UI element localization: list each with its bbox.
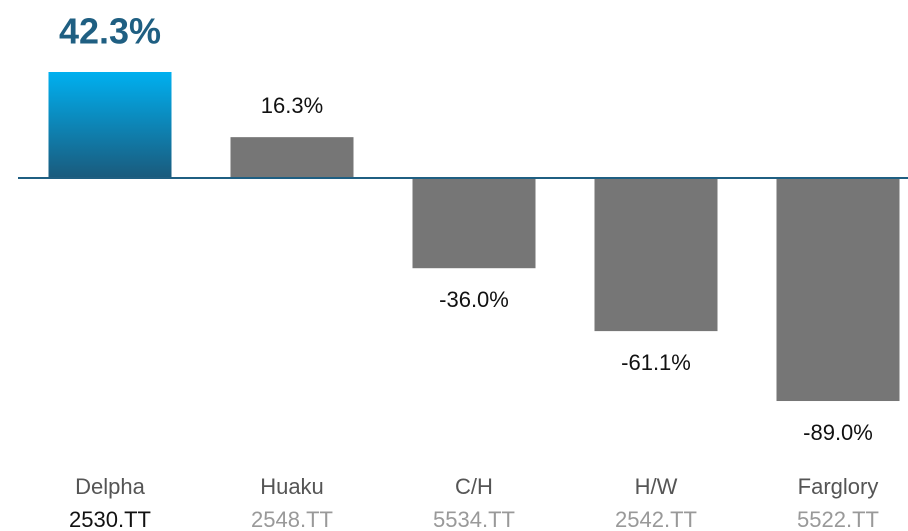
bar bbox=[48, 72, 172, 178]
value-label: 16.3% bbox=[261, 93, 323, 118]
bar bbox=[594, 178, 718, 332]
category-label: H/W bbox=[635, 474, 678, 499]
category-label: C/H bbox=[455, 474, 493, 499]
category-label: Farglory bbox=[798, 474, 879, 499]
ticker-label: 2530.TT bbox=[69, 507, 151, 531]
ticker-label: 5534.TT bbox=[433, 507, 515, 531]
category-label: Delpha bbox=[75, 474, 145, 499]
bar bbox=[230, 137, 354, 178]
ticker-label: 2542.TT bbox=[615, 507, 697, 531]
category-label: Huaku bbox=[260, 474, 324, 499]
ticker-label: 2548.TT bbox=[251, 507, 333, 531]
bar bbox=[776, 178, 900, 402]
value-label: 42.3% bbox=[59, 11, 161, 52]
value-label: -36.0% bbox=[439, 287, 509, 312]
value-label: -89.0% bbox=[803, 420, 873, 445]
ticker-label: 5522.TT bbox=[797, 507, 879, 531]
value-label: -61.1% bbox=[621, 350, 691, 375]
bar bbox=[412, 178, 536, 269]
